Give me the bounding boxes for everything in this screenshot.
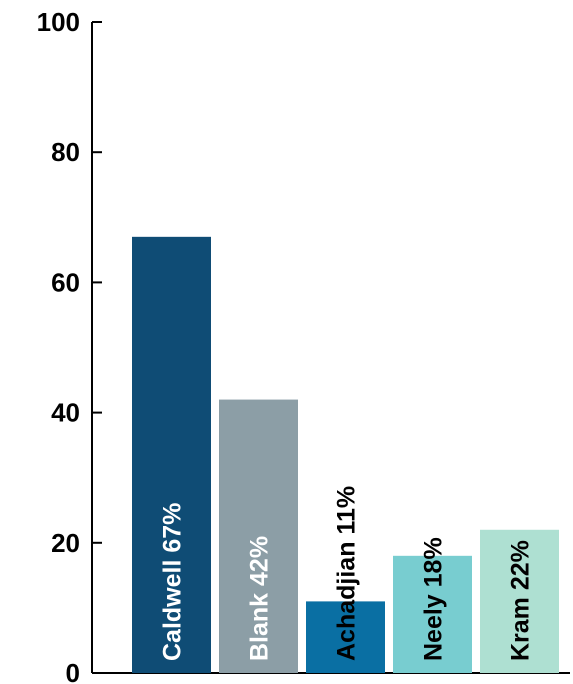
bar [393,555,472,673]
bar-label: Caldwell 67% [159,503,187,661]
y-tick-label: 80 [51,137,80,167]
bar [306,601,385,673]
y-tick-label: 20 [51,528,80,558]
bar [132,236,211,673]
bars-group: Caldwell 67% Blank 42% Achadjian 11% Neely … [132,236,559,673]
bar-label: Kram 22% [507,540,535,661]
bar-label: Neely 18% [420,537,448,661]
y-tick-label: 40 [51,398,80,428]
bar [219,399,298,673]
y-tick-label: 0 [66,658,80,684]
bar-label: Achadjian 11% [333,486,361,661]
y-tick-label: 60 [51,267,80,297]
y-tick-label: 100 [37,7,80,37]
bar-label: Blank 42% [246,536,274,661]
bar [480,529,559,673]
